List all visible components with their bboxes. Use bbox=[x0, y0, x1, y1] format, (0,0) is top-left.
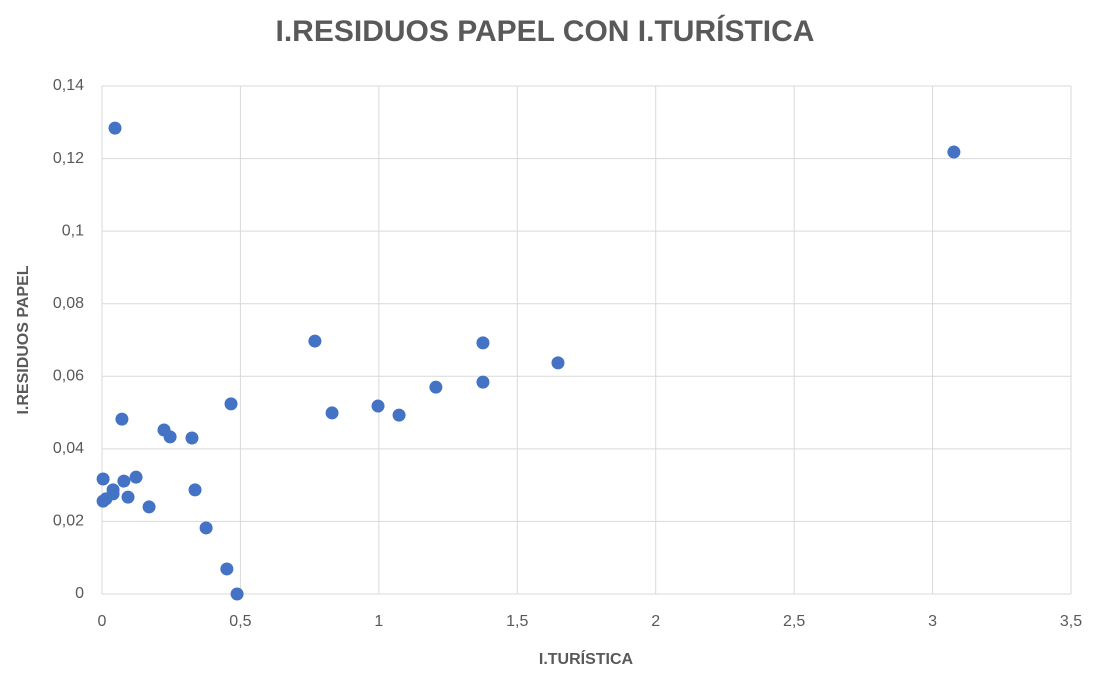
point bbox=[551, 356, 565, 370]
point bbox=[392, 408, 406, 422]
y-tick-label: 0,02 bbox=[53, 513, 84, 530]
point bbox=[129, 470, 143, 484]
point bbox=[224, 397, 238, 411]
point bbox=[199, 521, 213, 535]
point bbox=[99, 492, 113, 506]
point bbox=[429, 380, 443, 394]
x-tick-label: 1,5 bbox=[506, 613, 528, 630]
point bbox=[325, 406, 339, 420]
y-tick-label: 0 bbox=[75, 585, 84, 602]
y-axis-title: I.RESIDUOS PAPEL bbox=[15, 265, 32, 414]
y-tick-label: 0,1 bbox=[62, 222, 84, 239]
x-tick-label: 2 bbox=[651, 613, 660, 630]
point bbox=[220, 562, 234, 576]
y-tick-label: 0,08 bbox=[53, 295, 84, 312]
point bbox=[142, 500, 156, 514]
point bbox=[185, 431, 199, 445]
point bbox=[117, 474, 131, 488]
x-tick-label: 0,5 bbox=[229, 613, 251, 630]
point bbox=[230, 587, 244, 601]
point bbox=[476, 336, 490, 350]
point bbox=[96, 472, 110, 486]
x-tick-label: 3,5 bbox=[1060, 613, 1082, 630]
point bbox=[371, 399, 385, 413]
x-tick-label: 3 bbox=[928, 613, 937, 630]
point bbox=[108, 121, 122, 135]
x-axis-title: I.TURÍSTICA bbox=[539, 649, 634, 668]
y-tick-label: 0,14 bbox=[53, 77, 84, 94]
point bbox=[947, 145, 961, 159]
y-tick-label: 0,04 bbox=[53, 440, 84, 457]
point bbox=[163, 430, 177, 444]
point bbox=[476, 375, 490, 389]
point bbox=[188, 483, 202, 497]
y-tick-label: 0,06 bbox=[53, 368, 84, 385]
point bbox=[115, 412, 129, 426]
point bbox=[121, 490, 135, 504]
y-tick-label: 0,12 bbox=[53, 150, 84, 167]
x-tick-label: 1 bbox=[374, 613, 383, 630]
x-tick-label: 0 bbox=[98, 613, 107, 630]
chart-title: I.RESIDUOS PAPEL CON I.TURÍSTICA bbox=[276, 14, 815, 48]
point bbox=[308, 334, 322, 348]
x-tick-label: 2,5 bbox=[783, 613, 805, 630]
